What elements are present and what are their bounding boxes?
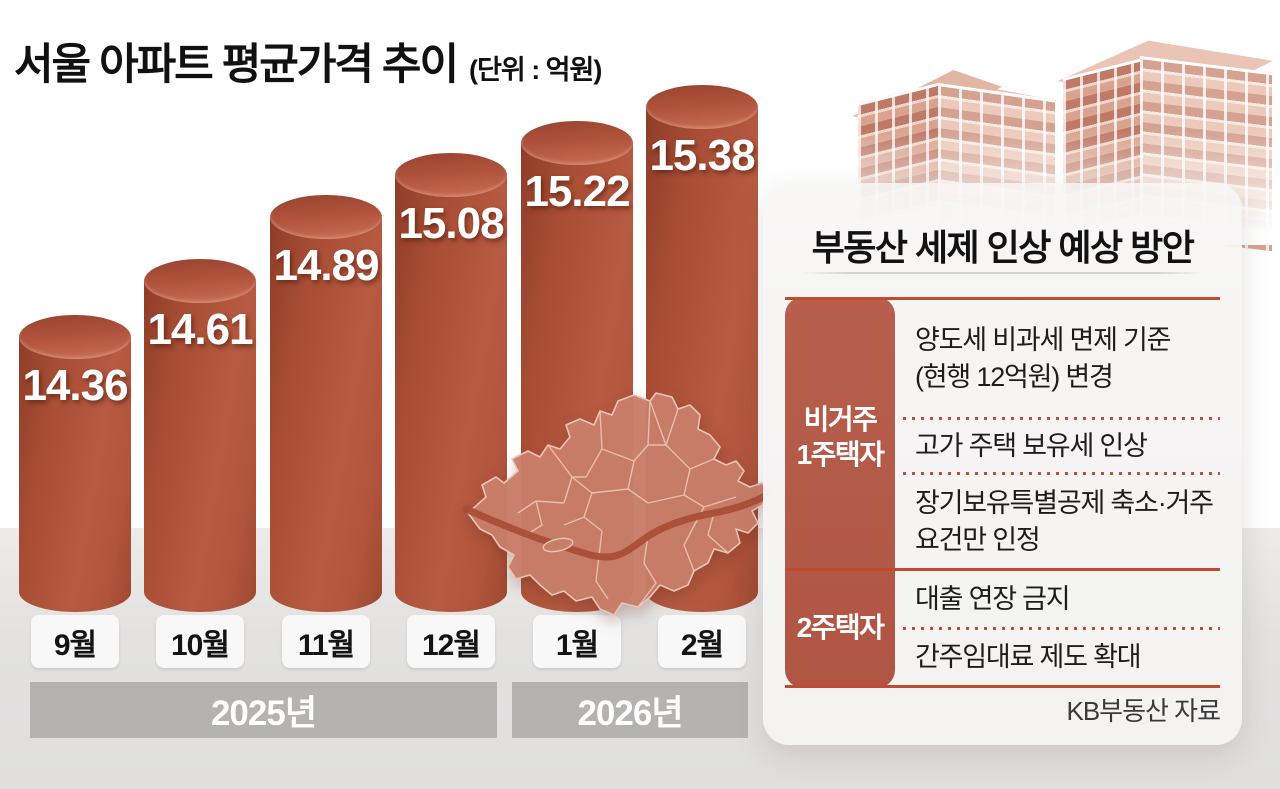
bar-value-label: 14.61: [147, 305, 253, 354]
bar-body: [144, 281, 256, 612]
bar-body: [270, 217, 382, 612]
bar-cylinder: 14.89: [270, 195, 382, 612]
year-group-2025: 2025년: [30, 682, 497, 738]
year-label: 2025년: [210, 693, 317, 733]
seoul-district-map: [462, 392, 772, 616]
year-group-2026: 2026년: [512, 682, 748, 738]
chart-title: 서울 아파트 평균가격 추이 (단위 : 억원): [14, 30, 602, 92]
bar-value-label: 15.08: [398, 199, 504, 248]
row-divider-dotted: [903, 417, 1220, 420]
card-title: 부동산 세제 인상 예상 방안: [811, 227, 1195, 268]
month-label-box: 10월: [156, 615, 244, 668]
chart-unit-label: (단위 : 억원): [469, 55, 602, 85]
month-label-box: 2월: [658, 615, 746, 668]
table-cell: 양도세 비과세 면제 기준 (현행 12억원) 변경: [915, 325, 1172, 392]
table-cell: 장기보유특별공제 축소·거주 요건만 인정: [915, 488, 1214, 555]
bar-value-label: 15.38: [649, 131, 755, 180]
bar-body: [395, 175, 507, 612]
bar-top-ellipse: [144, 259, 256, 303]
bar-top-ellipse: [521, 121, 633, 165]
bar-top-ellipse: [395, 153, 507, 197]
month-label-box: 12월: [407, 615, 495, 668]
bar-top-ellipse: [270, 195, 382, 239]
yeouido-island: [542, 537, 574, 553]
bar-cylinder: 15.08: [395, 153, 507, 612]
card-title-divider: [801, 272, 1204, 274]
year-label: 2026년: [577, 693, 683, 733]
section-label-two-home: 2주택자: [796, 612, 885, 643]
bar-cylinder: 14.36: [19, 315, 131, 612]
month-label-box: 11월: [282, 615, 370, 668]
bar-value-label: 14.36: [22, 361, 128, 410]
table-cell: 대출 연장 금지: [915, 583, 1071, 614]
row-divider-dotted: [903, 472, 1220, 475]
month-label-box: 1월: [533, 615, 621, 668]
bar-value-label: 14.89: [273, 241, 379, 290]
bar-top-ellipse: [19, 315, 131, 359]
table-header-column: [785, 297, 895, 688]
section-label-nonresident: 비거주 1주택자: [796, 404, 885, 470]
table-top-line: [785, 297, 1220, 300]
tax-plan-card: 부동산 세제 인상 예상 방안 비거주 1주택자 2주택자 양도세 비과세 면제…: [763, 183, 1242, 745]
bar-top-ellipse: [646, 85, 758, 129]
row-divider-dotted: [903, 627, 1220, 630]
month-label-box: 9월: [31, 615, 119, 668]
bar-value-label: 15.22: [524, 167, 630, 216]
table-bottom-line: [785, 685, 1220, 688]
bar-cylinder: 14.61: [144, 259, 256, 612]
table-cell: 간주임대료 제도 확대: [915, 642, 1142, 673]
section-divider-line: [785, 568, 1220, 571]
table-cell: 고가 주택 보유세 인상: [915, 430, 1148, 461]
han-river: [462, 490, 772, 561]
bar-body: [19, 337, 131, 612]
chart-title-text: 서울 아파트 평균가격 추이: [14, 41, 459, 89]
data-source: KB부동산 자료: [1066, 696, 1221, 726]
